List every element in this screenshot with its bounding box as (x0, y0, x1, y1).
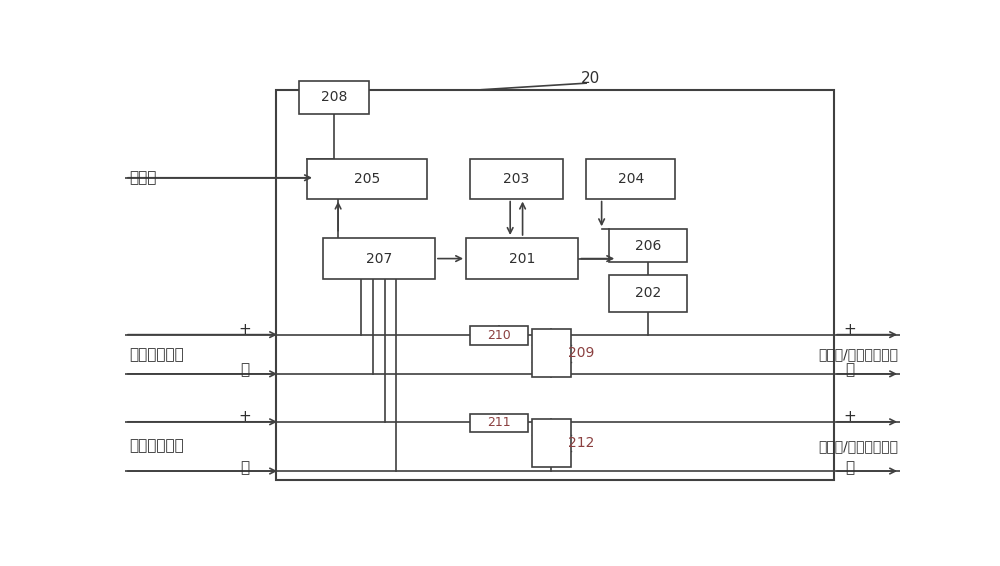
Text: 汇流箱/组串式逆变器: 汇流箱/组串式逆变器 (818, 439, 898, 453)
Bar (276, 90, 834, 480)
Text: 201: 201 (509, 252, 535, 265)
Bar (586, 160, 675, 199)
Bar (323, 238, 435, 279)
Text: 208: 208 (321, 91, 347, 104)
Text: 203: 203 (503, 172, 530, 186)
Text: 204: 204 (618, 172, 644, 186)
Text: －: － (241, 362, 250, 377)
Text: 第二采样电路: 第二采样电路 (129, 438, 184, 453)
Text: －: － (845, 362, 854, 377)
Text: 205: 205 (354, 172, 380, 186)
Bar (532, 419, 571, 467)
Text: +: + (239, 322, 252, 337)
Bar (609, 229, 687, 262)
Text: 209: 209 (568, 346, 595, 361)
Text: 207: 207 (366, 252, 392, 265)
Text: －: － (241, 460, 250, 475)
Text: 汇流箱/组串式逆变器: 汇流箱/组串式逆变器 (818, 348, 898, 361)
Text: +: + (843, 409, 856, 424)
Bar (299, 81, 369, 114)
Text: 210: 210 (487, 329, 511, 342)
Text: +: + (843, 322, 856, 337)
Text: 212: 212 (568, 436, 595, 450)
Bar (466, 238, 578, 279)
Text: －: － (845, 460, 854, 475)
Text: +: + (239, 409, 252, 424)
Bar (470, 327, 528, 345)
Text: 通讯线: 通讯线 (129, 170, 156, 185)
Text: 第一采样电路: 第一采样电路 (129, 347, 184, 362)
Bar (307, 160, 427, 199)
Text: 20: 20 (580, 71, 600, 87)
Text: 202: 202 (635, 286, 661, 301)
Text: 206: 206 (635, 238, 661, 252)
Bar (470, 414, 528, 432)
Bar (532, 329, 571, 378)
Text: 211: 211 (487, 416, 511, 429)
Bar (609, 275, 687, 312)
Bar (470, 160, 563, 199)
